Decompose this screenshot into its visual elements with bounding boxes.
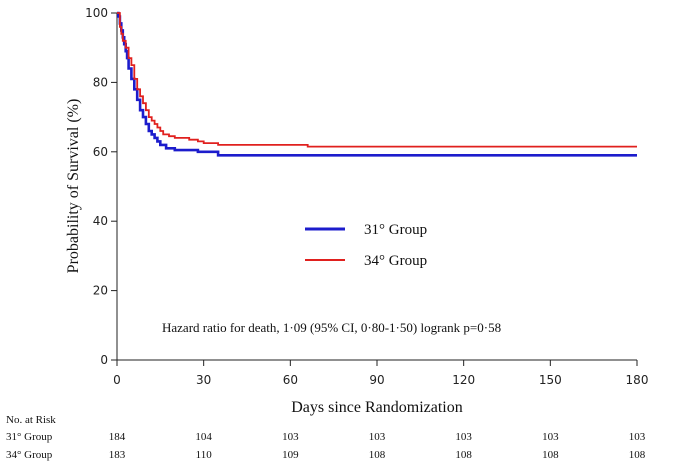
risk-value-0-6: 103	[629, 431, 646, 443]
risk-value-1-3: 108	[369, 449, 386, 461]
risk-value-1-0: 183	[109, 449, 126, 461]
y-axis-title: Probability of Survival (%)	[65, 99, 82, 274]
series-line-31	[117, 11, 637, 157]
risk-value-0-0: 184	[109, 431, 126, 443]
x-tick-label-120: 120	[452, 373, 475, 387]
series-line-34	[117, 12, 637, 148]
risk-value-1-1: 110	[196, 449, 213, 461]
y-tick-label-100: 100	[85, 6, 108, 20]
x-tick-label-30: 30	[196, 373, 211, 387]
risk-table: No. at Risk 31° Group 184 104 103 103 103 103 1…	[6, 414, 646, 461]
risk-value-0-5: 103	[542, 431, 559, 443]
legend: 31° Group 34° Group	[305, 222, 427, 269]
risk-table-title: No. at Risk	[6, 414, 56, 426]
risk-value-0-4: 103	[455, 431, 472, 443]
x-tick-label-90: 90	[369, 373, 384, 387]
risk-value-0-3: 103	[369, 431, 386, 443]
risk-value-0-2: 103	[282, 431, 299, 443]
x-tick-label-150: 150	[539, 373, 562, 387]
axes: 0 20 40 60 80 100 0 30 60 90 120 150 180	[85, 6, 648, 387]
legend-label-34: 34° Group	[364, 253, 427, 269]
x-tick-label-180: 180	[626, 373, 649, 387]
x-tick-label-0: 0	[113, 373, 121, 387]
legend-label-31: 31° Group	[364, 222, 427, 238]
y-tick-label-40: 40	[93, 214, 108, 228]
series-lines	[117, 11, 637, 157]
x-axis-title: Days since Randomization	[291, 399, 463, 416]
risk-value-1-5: 108	[542, 449, 559, 461]
risk-value-1-2: 109	[282, 449, 299, 461]
y-tick-label-80: 80	[93, 75, 108, 89]
y-tick-label-60: 60	[93, 145, 108, 159]
risk-value-1-6: 108	[629, 449, 646, 461]
y-tick-label-0: 0	[100, 353, 108, 367]
risk-row-label-0: 31° Group	[6, 431, 53, 443]
hazard-ratio-annotation: Hazard ratio for death, 1·09 (95% CI, 0·…	[162, 320, 501, 335]
risk-value-1-4: 108	[455, 449, 472, 461]
y-tick-label-20: 20	[93, 284, 108, 298]
risk-row-label-1: 34° Group	[6, 449, 53, 461]
risk-value-0-1: 104	[195, 431, 212, 443]
x-tick-label-60: 60	[283, 373, 298, 387]
